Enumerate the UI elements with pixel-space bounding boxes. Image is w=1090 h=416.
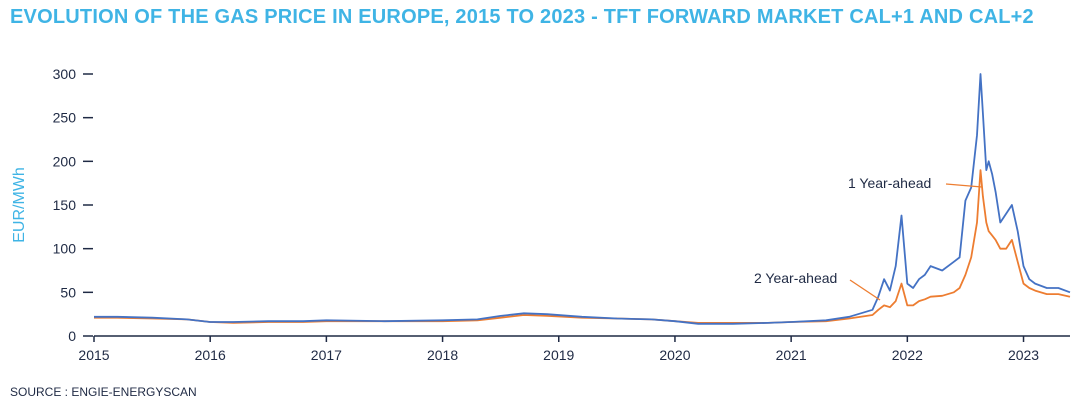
y-tick-label: 200 [53,153,77,169]
y-tick-label: 300 [53,66,77,82]
y-tick-label: 250 [53,110,77,126]
y-axis-label: EUR/MWh [11,167,28,243]
series-layer [94,73,1071,325]
y-tick-label: 50 [60,284,76,300]
y-tick-label: 0 [68,328,76,344]
source-note: SOURCE : ENGIE-ENERGYSCAN [10,385,197,399]
x-tick-label: 2022 [892,347,923,363]
annotation-1-year-ahead: 1 Year-ahead [848,175,931,191]
y-tick-label: 100 [53,241,77,257]
series-line-2-year-ahead [94,169,1071,324]
annotation-leader-2-year [849,279,881,301]
x-tick-label: 2021 [776,347,807,363]
x-tick-label: 2023 [1008,347,1039,363]
axes: 0 50 100 150 200 250 300 2015 2016 2017 2018 2019 20… [53,66,1070,363]
series-line-1-year-ahead [94,73,1071,325]
y-axis-title: EUR/MWh [11,167,28,243]
x-tick-label: 2017 [311,347,342,363]
annotation-layer: 1 Year-ahead 2 Year-ahead [754,175,983,301]
annotation-2-year-ahead: 2 Year-ahead [754,270,837,286]
x-tick-label: 2019 [543,347,574,363]
x-tick-label: 2020 [659,347,690,363]
x-tick-label: 2015 [78,347,109,363]
chart-title: EVOLUTION OF THE GAS PRICE IN EUROPE, 20… [10,6,1034,28]
x-tick-label: 2018 [427,347,458,363]
x-tick-label: 2016 [195,347,226,363]
annotation-leader-1-year [945,183,983,188]
y-tick-label: 150 [53,197,77,213]
